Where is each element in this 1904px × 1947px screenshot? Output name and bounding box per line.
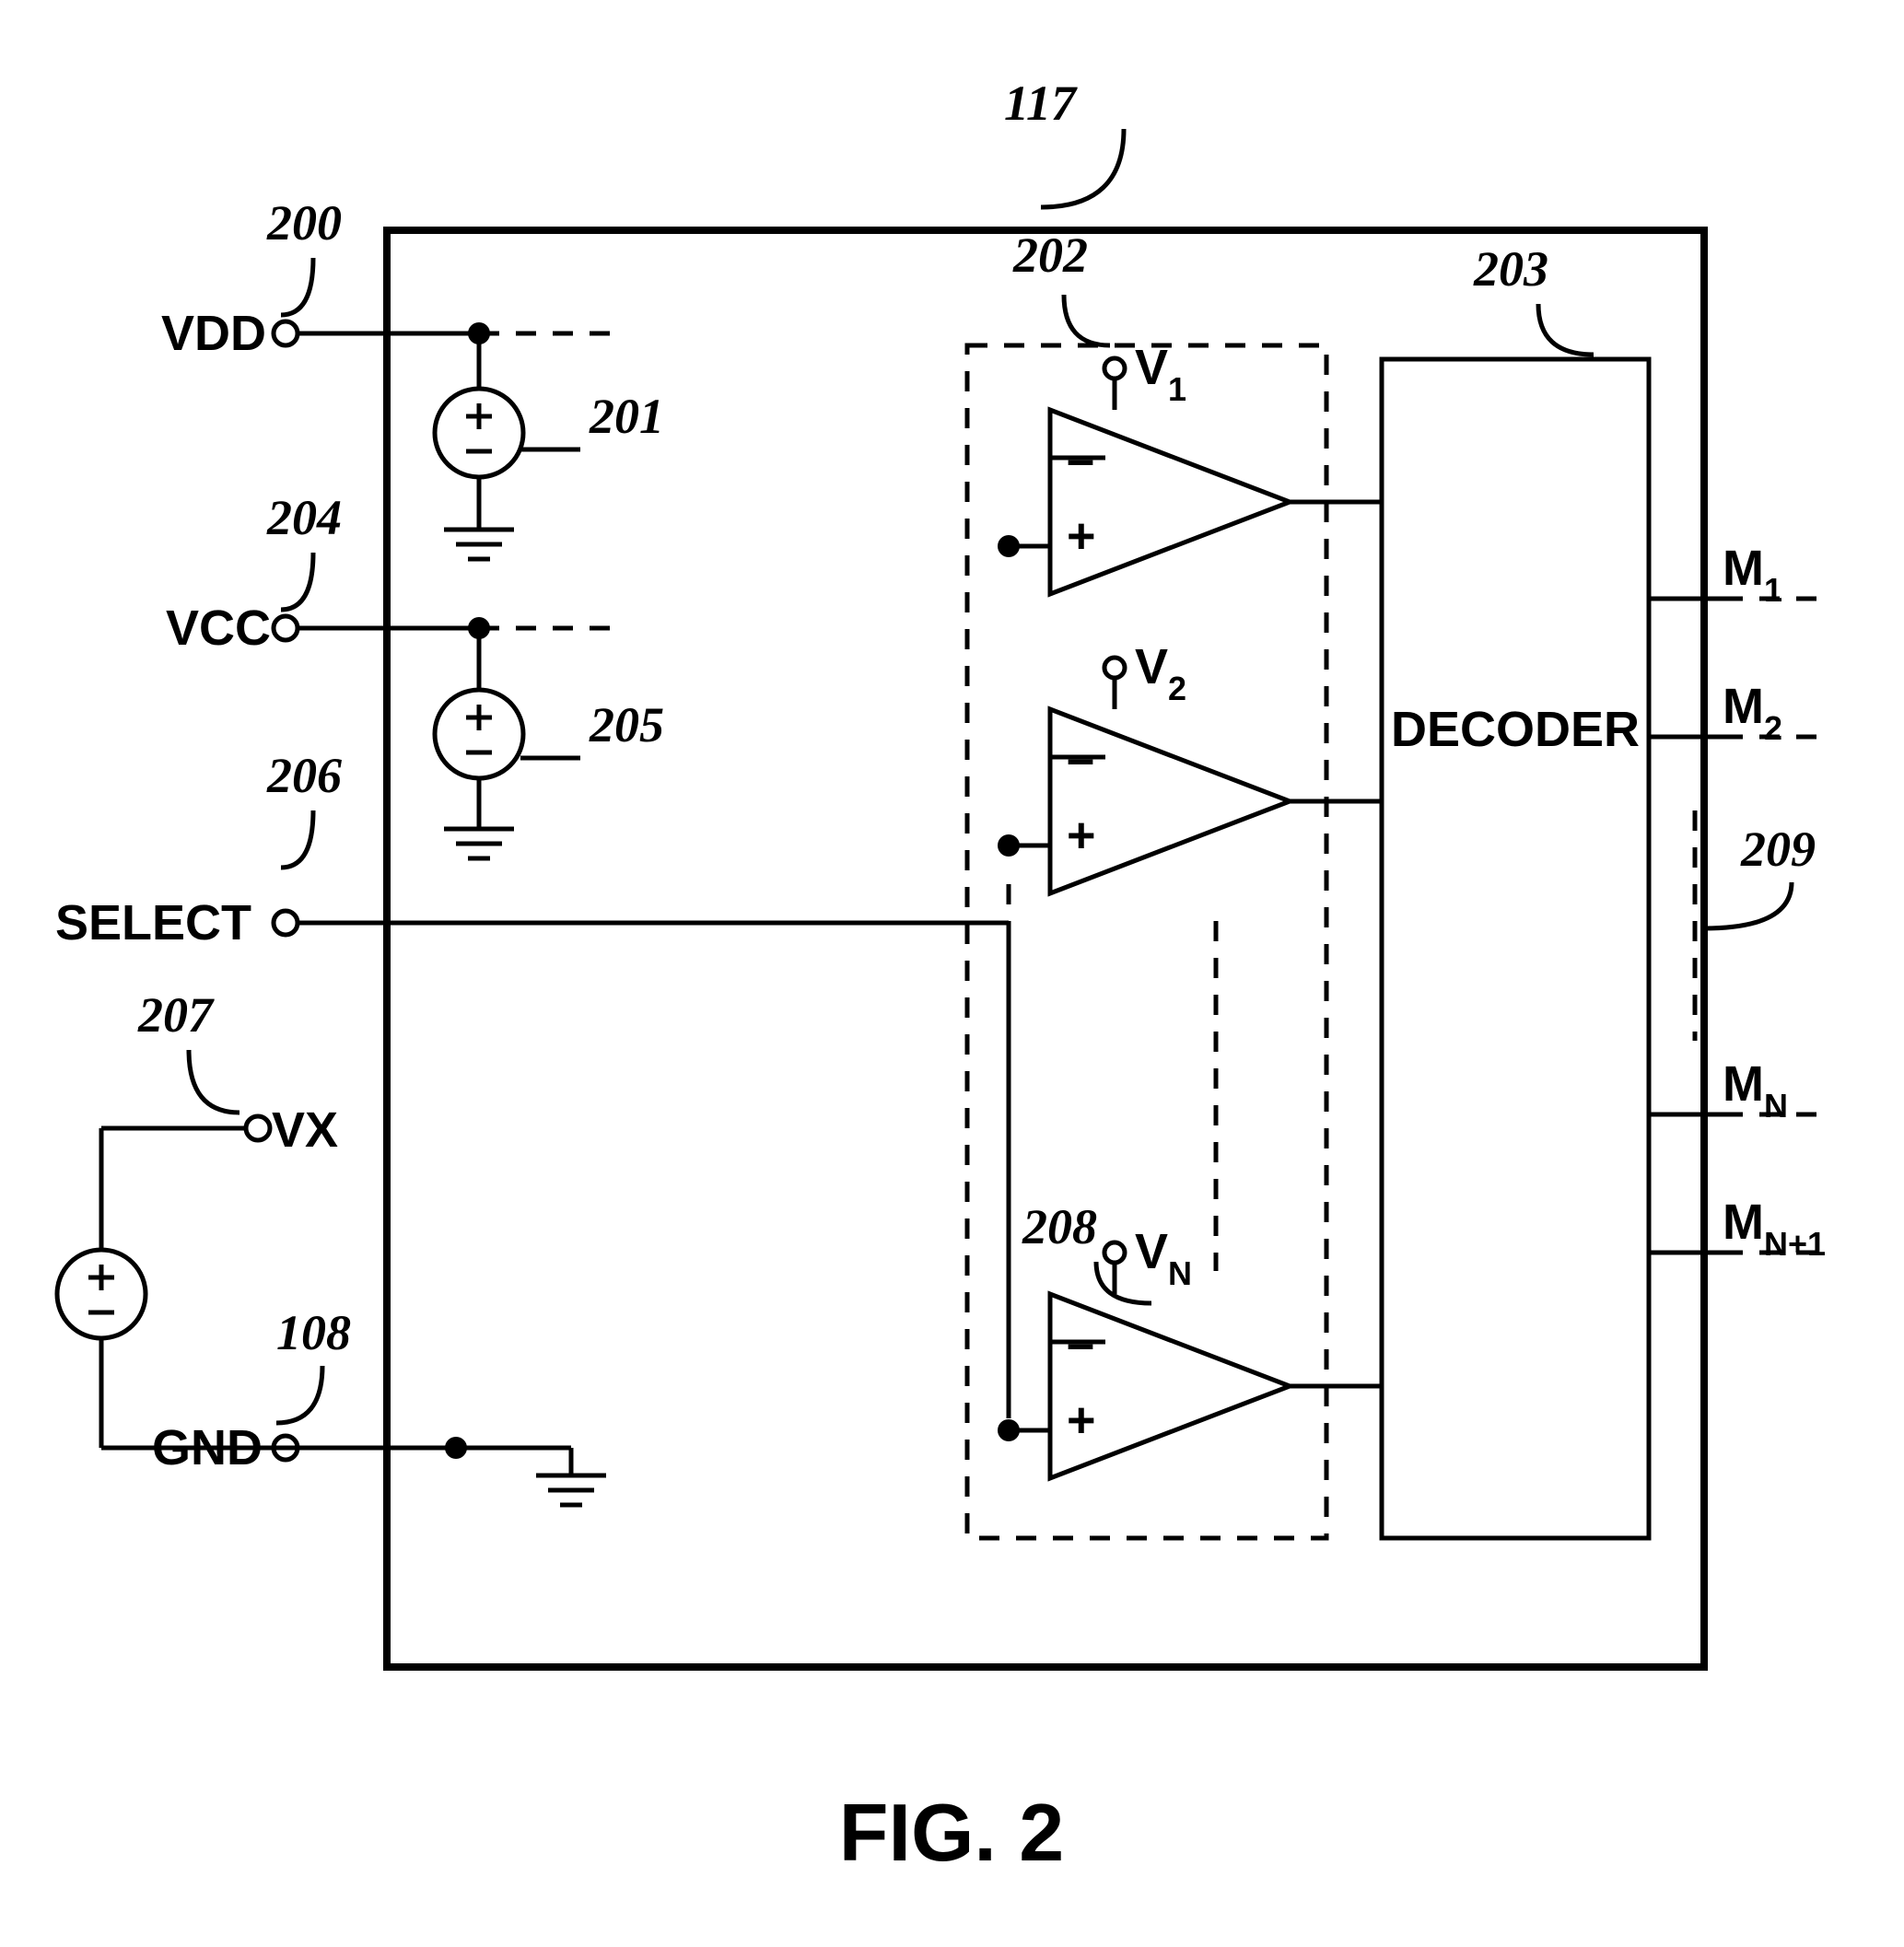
svg-text:DECODER: DECODER	[1391, 702, 1640, 757]
svg-text:VX: VX	[272, 1102, 338, 1158]
svg-text:+: +	[1067, 808, 1096, 863]
svg-text:VN: VN	[1135, 1224, 1192, 1292]
svg-text:205: 205	[589, 697, 664, 752]
svg-text:SELECT: SELECT	[55, 895, 251, 950]
svg-text:209: 209	[1740, 822, 1816, 877]
svg-text:204: 204	[266, 490, 342, 545]
svg-text:117: 117	[1004, 76, 1078, 131]
svg-text:207: 207	[137, 987, 215, 1043]
svg-text:V1: V1	[1135, 340, 1186, 408]
svg-text:201: 201	[589, 389, 664, 444]
schematic-figure: 108 117 200 201 202 203 204 205 206 207 208 209 VDD V…	[0, 0, 1904, 1947]
svg-text:+: +	[1067, 508, 1096, 564]
svg-text:VCC: VCC	[166, 600, 271, 656]
svg-text:203: 203	[1473, 241, 1548, 297]
svg-text:V2: V2	[1135, 639, 1186, 707]
svg-text:208: 208	[1022, 1199, 1097, 1254]
svg-text:VDD: VDD	[161, 306, 266, 361]
svg-text:108: 108	[276, 1305, 351, 1360]
svg-text:202: 202	[1012, 227, 1088, 283]
svg-text:200: 200	[266, 195, 342, 251]
svg-text:+: +	[1067, 1393, 1096, 1448]
svg-text:FIG. 2: FIG. 2	[839, 1787, 1065, 1878]
svg-text:206: 206	[266, 748, 342, 803]
